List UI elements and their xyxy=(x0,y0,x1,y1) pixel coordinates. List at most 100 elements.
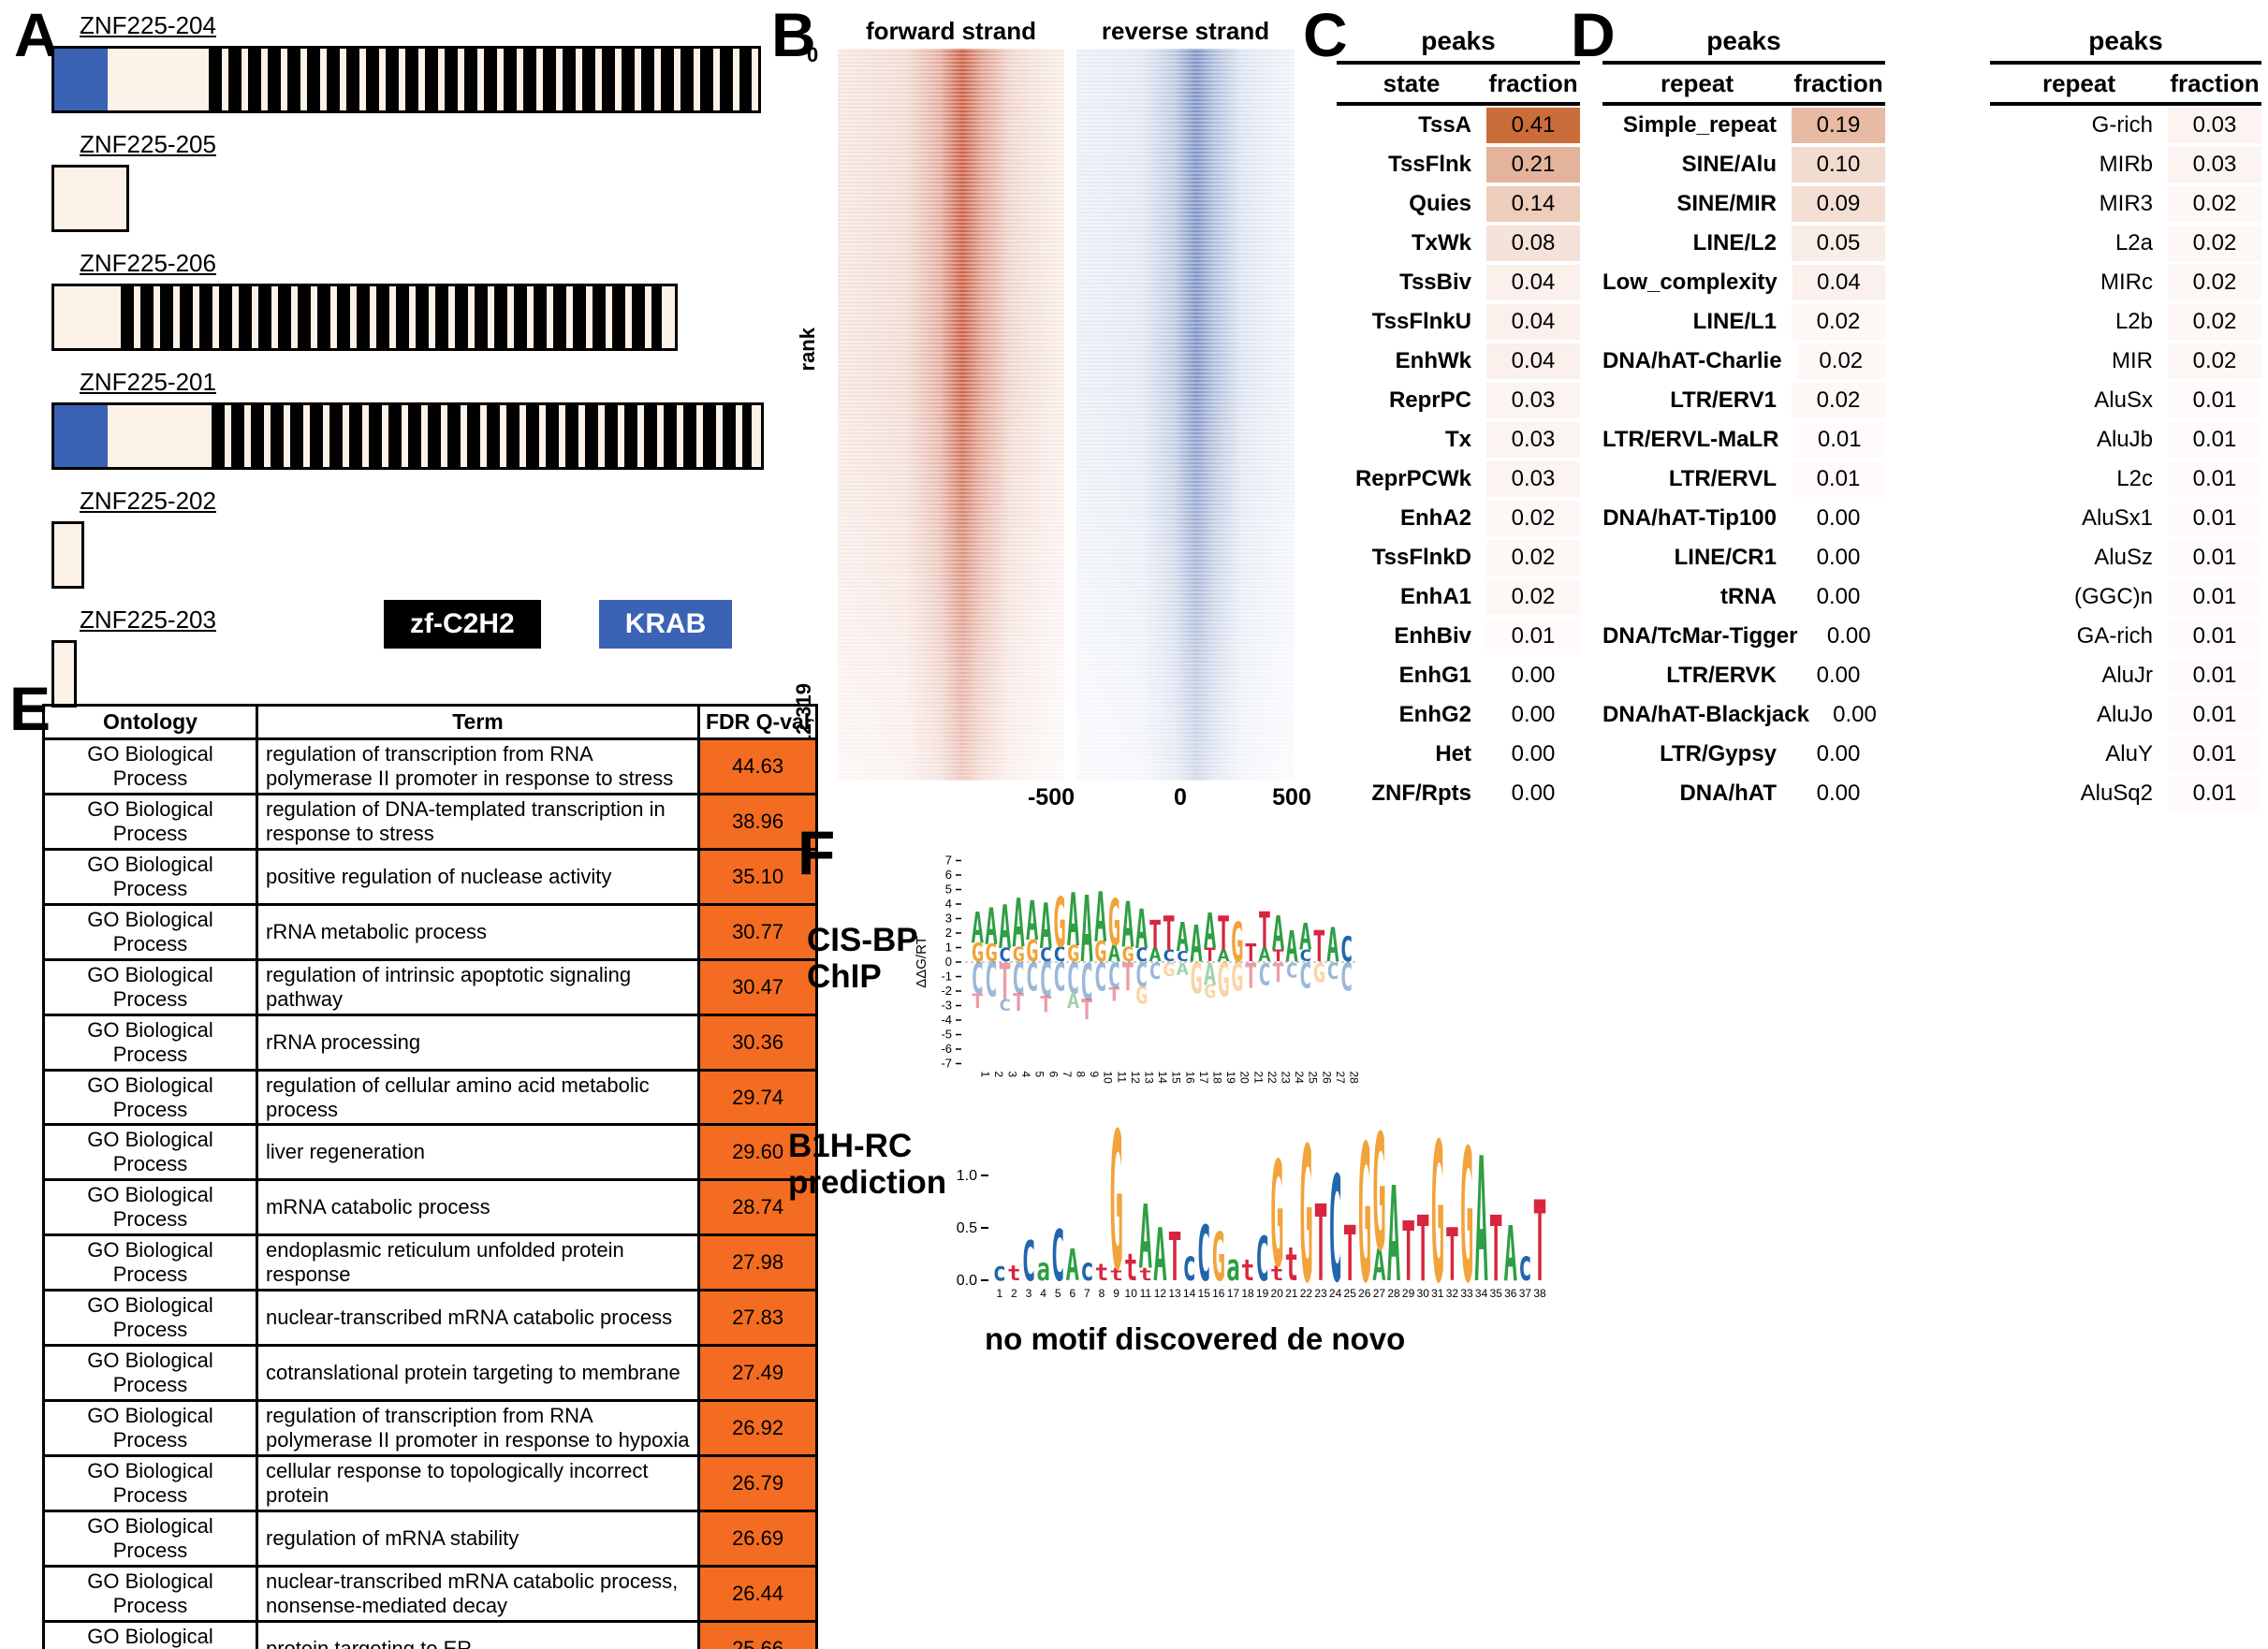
svg-text:A: A xyxy=(1066,1240,1080,1291)
svg-text:A: A xyxy=(1387,1159,1401,1311)
term-cell: mRNA catabolic process xyxy=(256,1178,700,1237)
svg-text:G: G xyxy=(1270,1132,1284,1301)
svg-text:38: 38 xyxy=(1533,1287,1546,1300)
svg-text:T: T xyxy=(1163,908,1176,962)
table-row: (GGC)n 0.01 xyxy=(1990,577,2261,617)
ontology-cell: GO Biological Process xyxy=(42,1453,258,1512)
svg-text:23: 23 xyxy=(1314,1287,1327,1300)
svg-text:-3: -3 xyxy=(941,999,952,1013)
qval-cell: 30.77 xyxy=(696,902,819,961)
svg-text:6: 6 xyxy=(945,868,952,882)
table-row: AluSx 0.01 xyxy=(1990,381,2261,420)
svg-text:C: C xyxy=(1107,957,1120,997)
krab-domain xyxy=(54,405,108,467)
table-body: GO Biological Process regulation of trans… xyxy=(42,737,819,1649)
qval-cell: 26.69 xyxy=(696,1509,819,1568)
row-label: GA-rich xyxy=(2076,623,2153,649)
row-label: LTR/ERVL-MaLR xyxy=(1602,427,1779,452)
svg-text:-6: -6 xyxy=(941,1042,952,1056)
svg-text:2: 2 xyxy=(992,1072,1005,1078)
svg-text:C: C xyxy=(1067,956,1080,1004)
term-cell: regulation of intrinsic apoptotic signal… xyxy=(256,957,700,1016)
table-row: GO Biological Process rRNA metabolic proc… xyxy=(42,902,819,961)
table-row: LINE/L2 0.05 xyxy=(1602,224,1885,263)
fraction-cell: 0.04 xyxy=(1792,265,1885,300)
svg-text:34: 34 xyxy=(1475,1287,1488,1300)
table-row: EnhA2 0.02 xyxy=(1337,499,1580,538)
table-head: Ontology Term FDR Q-val xyxy=(42,703,819,741)
isoform-name: ZNF225-205 xyxy=(80,130,216,158)
svg-text:G: G xyxy=(1358,1104,1372,1315)
table-row: tRNA 0.00 xyxy=(1602,577,1885,617)
table-row: AluJo 0.01 xyxy=(1990,695,2261,735)
row-label: TssFlnkU xyxy=(1371,309,1471,334)
fraction-cell: 0.41 xyxy=(1486,108,1580,143)
ontology-cell: GO Biological Process xyxy=(42,1619,258,1649)
svg-text:17: 17 xyxy=(1227,1287,1240,1300)
row-label: MIR3 xyxy=(2099,191,2153,216)
row-label: DNA/hAT xyxy=(1679,781,1777,806)
svg-text:27: 27 xyxy=(1334,1072,1347,1085)
svg-text:G: G xyxy=(1163,959,1176,981)
term-cell: nuclear-transcribed mRNA catabolic proce… xyxy=(256,1564,700,1623)
svg-text:A: A xyxy=(1285,924,1298,972)
svg-text:A: A xyxy=(1153,1213,1167,1297)
row-label: TssFlnkD xyxy=(1371,545,1471,570)
svg-text:12: 12 xyxy=(1154,1287,1167,1300)
svg-text:G: G xyxy=(1190,956,1203,1004)
table-row: TssFlnkD 0.02 xyxy=(1337,538,1580,577)
fraction-cell: 0.01 xyxy=(2168,461,2261,497)
fraction-cell: 0.02 xyxy=(1796,343,1885,379)
table-row: TssA 0.41 xyxy=(1337,106,1580,145)
svg-text:33: 33 xyxy=(1460,1287,1473,1300)
table-row: DNA/hAT-Blackjack 0.00 xyxy=(1602,695,1885,735)
svg-text:A: A xyxy=(1067,879,1080,963)
row-label: EnhG2 xyxy=(1398,702,1471,727)
svg-text:5: 5 xyxy=(945,883,952,897)
fraction-cell: 0.00 xyxy=(1826,623,1871,649)
term-cell: regulation of DNA-templated transcriptio… xyxy=(256,793,700,851)
svg-text:0: 0 xyxy=(945,955,952,969)
table-row: MIRb 0.03 xyxy=(1990,145,2261,184)
svg-text:T: T xyxy=(1204,944,1217,966)
svg-text:G: G xyxy=(1107,886,1120,962)
table-row: EnhBiv 0.01 xyxy=(1337,617,1580,656)
ontology-cell: GO Biological Process xyxy=(42,1068,258,1127)
svg-text:C: C xyxy=(1299,957,1312,997)
svg-text:T: T xyxy=(1533,1179,1547,1307)
row-label: DNA/hAT-Blackjack xyxy=(1602,702,1809,727)
svg-text:G: G xyxy=(1204,981,1217,1002)
svg-text:11: 11 xyxy=(1140,1287,1152,1300)
table-row: LTR/ERV1 0.02 xyxy=(1602,381,1885,420)
svg-text:T: T xyxy=(1217,908,1230,962)
table-row: GO Biological Process regulation of DNA-t… xyxy=(42,793,819,851)
row-label: LTR/ERVK xyxy=(1666,663,1777,688)
chromatin-state-table: peaks state fraction TssA 0.41 TssFlnk 0.21 Qui… xyxy=(1337,26,1580,813)
svg-text:16: 16 xyxy=(1212,1287,1225,1300)
table-row: G-rich 0.03 xyxy=(1990,106,2261,145)
row-label: SINE/MIR xyxy=(1676,191,1777,216)
panel-a-label: A xyxy=(14,0,59,69)
svg-text:C: C xyxy=(1051,1216,1065,1297)
svg-text:A: A xyxy=(1107,942,1120,968)
fraction-cell: 0.01 xyxy=(2168,422,2261,458)
qval-cell: 38.96 xyxy=(696,793,819,851)
fraction-cell: 0.02 xyxy=(1486,540,1580,576)
isoform: ZNF225-201 xyxy=(51,368,819,470)
svg-text:A: A xyxy=(1190,914,1203,973)
table-row: GO Biological Process regulation of intri… xyxy=(42,957,819,1016)
svg-text:5: 5 xyxy=(1055,1287,1061,1300)
svg-text:T: T xyxy=(1168,1218,1182,1296)
svg-text:t: t xyxy=(1095,1259,1109,1286)
svg-text:0.0: 0.0 xyxy=(957,1273,977,1289)
table-row: DNA/hAT 0.00 xyxy=(1602,774,1885,813)
qval-cell: 29.74 xyxy=(696,1068,819,1127)
table-title: peaks xyxy=(1337,26,1580,65)
panel-c-label: C xyxy=(1303,0,1348,69)
svg-text:T: T xyxy=(1272,958,1285,989)
header-row: Ontology Term FDR Q-val xyxy=(42,703,819,741)
fraction-cell: 0.03 xyxy=(1486,461,1580,497)
qval-cell: 28.74 xyxy=(696,1178,819,1237)
svg-text:5: 5 xyxy=(1033,1072,1046,1078)
